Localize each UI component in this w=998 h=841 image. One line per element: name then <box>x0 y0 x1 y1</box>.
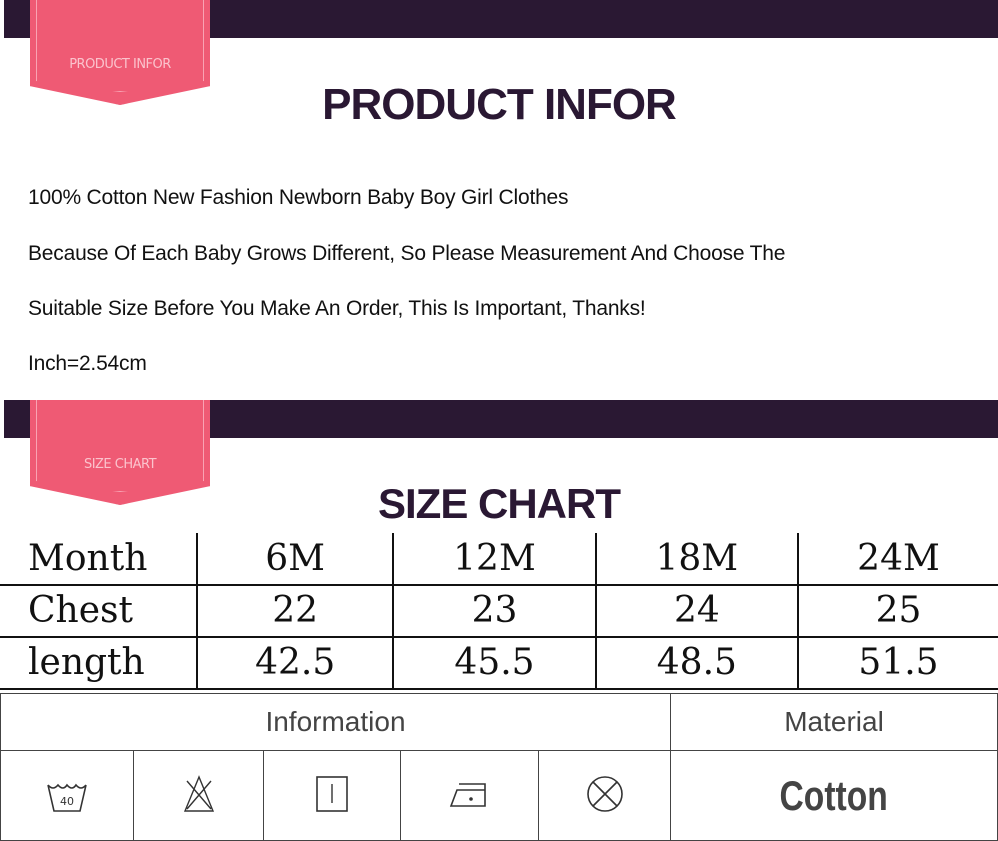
product-info-ribbon: PRODUCT INFOR <box>30 0 210 105</box>
size-cell: 24M <box>797 533 998 586</box>
size-cell: 23 <box>392 584 597 638</box>
size-cell: 45.5 <box>392 636 597 690</box>
care-table: Information Material 40 Cotton <box>0 693 998 841</box>
size-cell: 24 <box>594 584 800 638</box>
size-cell: 22 <box>195 584 395 638</box>
size-row: Month 6M 12M 18M 24M <box>0 533 998 586</box>
do-not-bleach-icon <box>133 750 264 841</box>
description-line: Inch=2.54cm <box>28 352 147 375</box>
row-label: Chest <box>0 584 198 638</box>
size-cell: 42.5 <box>195 636 395 690</box>
ribbon-label: PRODUCT INFOR <box>69 57 171 72</box>
svg-text:40: 40 <box>60 795 74 808</box>
information-header: Information <box>0 693 671 751</box>
iron-low-icon <box>400 750 539 841</box>
size-cell: 12M <box>392 533 597 586</box>
row-label: length <box>0 636 198 690</box>
description-line: 100% Cotton New Fashion Newborn Baby Boy… <box>28 186 569 209</box>
product-info-title: PRODUCT INFOR <box>322 80 677 129</box>
material-value: Cotton <box>670 750 998 841</box>
do-not-dry-clean-icon <box>538 750 671 841</box>
size-cell: 51.5 <box>797 636 998 690</box>
ribbon-label: SIZE CHART <box>83 457 157 472</box>
size-row: length 42.5 45.5 48.5 51.5 <box>0 636 998 690</box>
size-cell: 18M <box>594 533 800 586</box>
size-cell: 48.5 <box>594 636 800 690</box>
size-chart-ribbon: SIZE CHART <box>30 400 210 505</box>
size-row: Chest 22 23 24 25 <box>0 584 998 638</box>
row-label: Month <box>0 533 198 586</box>
line-dry-icon <box>263 750 401 841</box>
material-header: Material <box>670 693 998 751</box>
size-table: Month 6M 12M 18M 24M Chest 22 23 24 25 length 42.5 4… <box>0 533 998 690</box>
size-chart-title: SIZE CHART <box>378 480 621 527</box>
description-line: Because Of Each Baby Grows Different, So… <box>28 242 786 265</box>
description-line: Suitable Size Before You Make An Order, … <box>28 297 646 320</box>
size-cell: 6M <box>195 533 395 586</box>
size-cell: 25 <box>797 584 998 638</box>
material-text: Cotton <box>779 771 889 819</box>
hand-wash-40-icon: 40 <box>0 750 134 841</box>
